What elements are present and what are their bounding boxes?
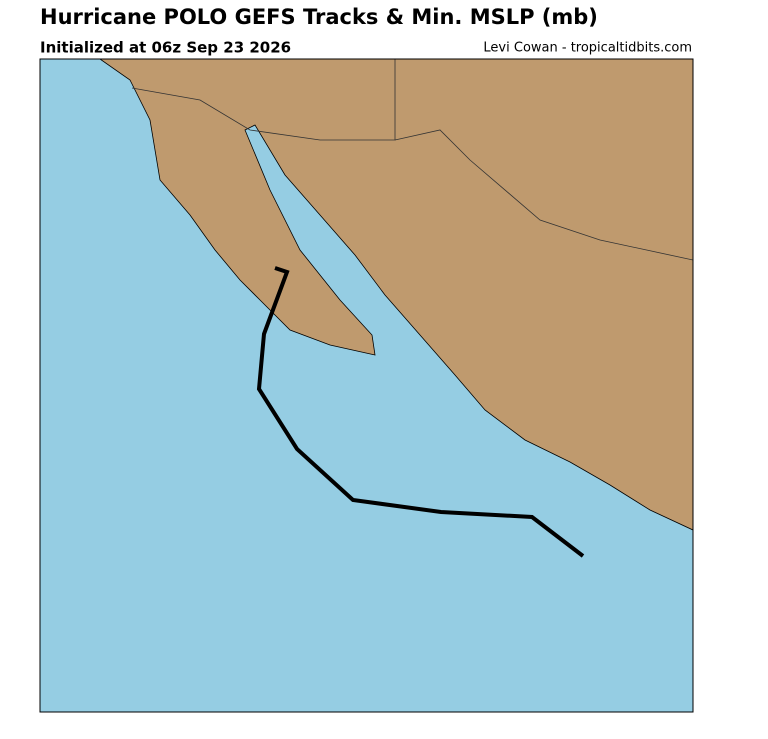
map xyxy=(40,59,693,712)
border xyxy=(131,59,396,141)
land xyxy=(99,59,693,531)
credit: Levi Cowan - tropicaltidbits.com xyxy=(483,41,692,56)
title: Hurricane POLO GEFS Tracks & Min. MSLP (… xyxy=(40,5,598,29)
mean-track xyxy=(256,266,585,558)
border xyxy=(394,129,693,261)
subtitle: Initialized at 06z Sep 23 2026 xyxy=(40,39,291,57)
map-frame xyxy=(39,58,694,713)
